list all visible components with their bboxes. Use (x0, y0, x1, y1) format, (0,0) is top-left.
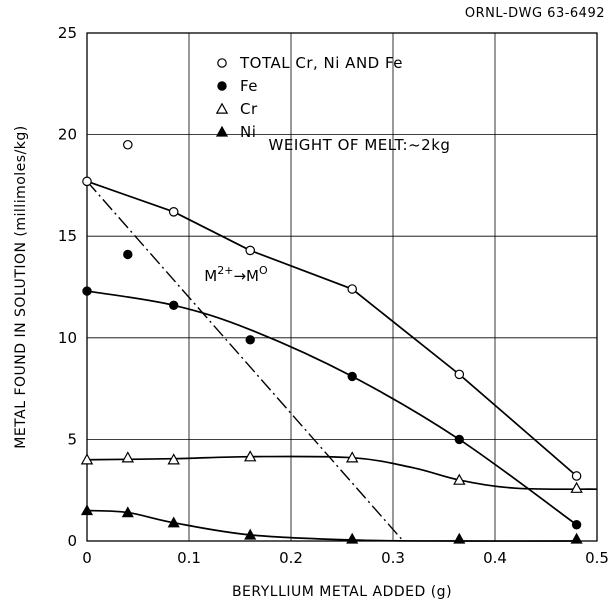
y-axis-label: METAL FOUND IN SOLUTION (millimoles/kg) (13, 125, 29, 449)
y-tick-label: 25 (58, 24, 77, 42)
grid (87, 33, 597, 541)
legend-label-2: Cr (240, 100, 258, 118)
y-tick-label: 0 (67, 532, 77, 550)
plot-frame (86, 32, 598, 542)
x-tick-label: 0.2 (279, 549, 303, 567)
series-curve-0 (86, 180, 578, 477)
data-point-s0-4 (347, 284, 357, 294)
x-tick-label: 0.4 (483, 549, 507, 567)
series-curve-3 (86, 509, 577, 542)
markers (80, 139, 583, 544)
data-point-s1-3 (245, 335, 255, 345)
data-point-s0-2 (168, 207, 179, 217)
data-point-s1-2 (169, 300, 179, 310)
x-tick-label: 0.1 (177, 549, 201, 567)
legend-label-1: Fe (240, 77, 258, 95)
legend-marker-3 (215, 125, 229, 137)
legend: TOTAL Cr, Ni AND Fe Fe Cr Ni (215, 54, 403, 141)
legend-marker-0 (217, 58, 227, 68)
data-point-s0-1 (123, 139, 133, 150)
data-point-s1-6 (571, 520, 582, 530)
y-tick-label: 10 (58, 329, 77, 347)
data-point-s3-0 (80, 504, 94, 516)
data-point-s0-3 (245, 245, 255, 256)
annotation-0: WEIGHT OF MELT:~2kg (269, 136, 451, 154)
reference-line (86, 180, 404, 542)
data-point-s1-1 (123, 249, 133, 260)
drawing-id: ORNL-DWG 63-6492 (464, 6, 605, 21)
x-tick-label: 0.3 (381, 549, 405, 567)
data-point-s0-6 (571, 471, 582, 481)
legend-marker-1 (217, 81, 227, 91)
y-tick-label: 20 (58, 126, 77, 144)
data-point-s3-4 (346, 532, 359, 544)
legend-label-0: TOTAL Cr, Ni AND Fe (239, 54, 403, 72)
x-tick-label: 0.5 (585, 549, 609, 567)
data-point-s2-2 (167, 453, 180, 465)
data-point-s1-4 (347, 371, 357, 382)
data-point-s3-1 (121, 506, 134, 518)
annotations: WEIGHT OF MELT:~2kg (269, 136, 451, 154)
y-tick-label: 5 (67, 430, 77, 448)
data-point-s2-5 (453, 473, 466, 485)
data-point-s2-4 (345, 451, 359, 463)
reference-line-label: M2+→MO (204, 264, 268, 285)
data-point-s2-1 (121, 451, 135, 463)
data-point-s3-6 (570, 532, 583, 544)
legend-marker-2 (215, 102, 229, 114)
x-tick-label: 0 (82, 549, 92, 567)
series-curve-1 (86, 290, 578, 526)
tick-labels: 0 0.1 0.2 0.3 0.4 0.5 0 5 10 15 20 25 (58, 24, 609, 567)
data-point-s1-5 (454, 434, 464, 445)
data-point-s1-0 (82, 286, 92, 296)
data-point-s2-3 (243, 450, 257, 462)
data-point-s2-0 (80, 453, 94, 465)
series-curve-2 (86, 455, 598, 491)
data-point-s3-2 (167, 516, 180, 528)
curves (86, 180, 598, 542)
data-point-s0-0 (82, 176, 92, 187)
data-point-s0-5 (454, 369, 465, 380)
x-axis-label: BERYLLIUM METAL ADDED (g) (232, 584, 452, 600)
reference-line-group: M2+→MO (86, 180, 404, 542)
legend-label-3: Ni (240, 123, 256, 141)
y-tick-label: 15 (58, 227, 77, 245)
data-point-s3-3 (244, 528, 257, 540)
data-point-s2-6 (570, 481, 583, 493)
data-point-s3-5 (453, 532, 466, 544)
